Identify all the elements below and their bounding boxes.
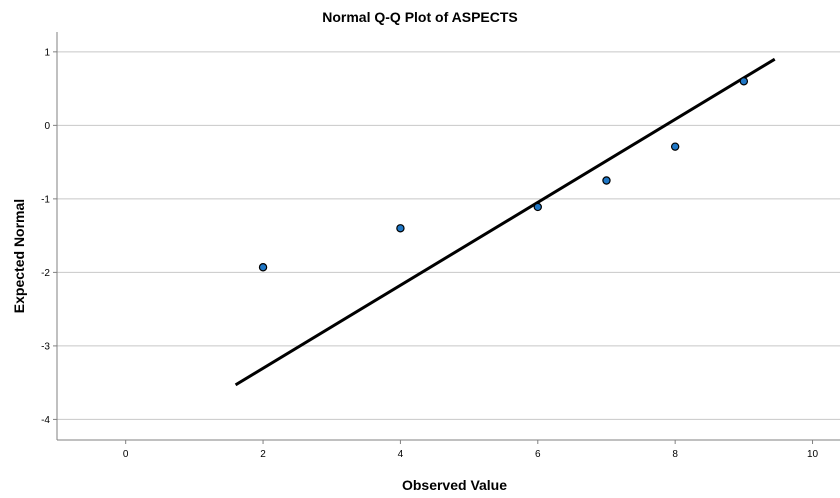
x-tick-label: 6 [535,449,541,460]
data-point [533,202,542,212]
x-tick-labels: 0 2 4 6 8 10 [123,440,819,460]
data-points [258,77,749,272]
x-tick-label: 10 [807,449,819,460]
axes [56,32,840,441]
reference-line [234,57,776,387]
y-tick-label: 1 [44,47,50,58]
x-tick-label: 0 [123,449,129,460]
y-axis-label: Expected Normal [11,199,27,313]
x-tick-label: 2 [260,449,266,460]
y-tick-label: 0 [44,121,50,132]
data-point [739,77,749,86]
chart-title: Normal Q-Q Plot of ASPECTS [322,9,518,25]
gridlines [57,51,840,420]
data-point [396,224,405,233]
y-tick-label: -2 [41,268,50,279]
data-point [602,176,611,185]
y-tick-labels: 1 0 -1 -2 -3 -4 [41,47,57,426]
x-tick-label: 4 [398,449,404,460]
data-point [258,263,268,272]
data-point [670,142,680,151]
y-tick-label: -1 [41,194,50,205]
x-tick-label: 8 [672,449,678,460]
x-axis-label: Observed Value [402,477,507,493]
y-tick-label: -4 [41,415,50,426]
y-tick-label: -3 [41,341,50,352]
